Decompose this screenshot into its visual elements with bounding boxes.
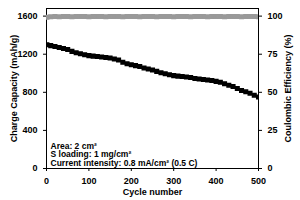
svg-text:Cycle number: Cycle number: [123, 187, 183, 197]
svg-text:25: 25: [268, 125, 278, 135]
svg-text:100: 100: [268, 11, 283, 21]
svg-text:500: 500: [251, 176, 266, 186]
svg-text:400: 400: [209, 176, 224, 186]
svg-text:800: 800: [22, 87, 37, 97]
svg-text:1600: 1600: [17, 11, 37, 21]
svg-text:200: 200: [124, 176, 139, 186]
svg-text:Area: 2 cm²S loading: 1 mg/cm²: Area: 2 cm²S loading: 1 mg/cm²Current in…: [51, 141, 198, 168]
svg-text:100: 100: [81, 176, 96, 186]
svg-text:Charge Capacity (mAh/g): Charge Capacity (mAh/g): [9, 35, 19, 143]
svg-text:1200: 1200: [17, 49, 37, 59]
svg-text:0: 0: [44, 176, 49, 186]
svg-text:0: 0: [32, 163, 37, 173]
svg-text:50: 50: [268, 87, 278, 97]
svg-text:75: 75: [268, 49, 278, 59]
svg-text:400: 400: [22, 125, 37, 135]
svg-text:0: 0: [268, 163, 273, 173]
svg-text:300: 300: [166, 176, 181, 186]
svg-text:Coulombic Efficiency (%): Coulombic Efficiency (%): [283, 34, 293, 142]
